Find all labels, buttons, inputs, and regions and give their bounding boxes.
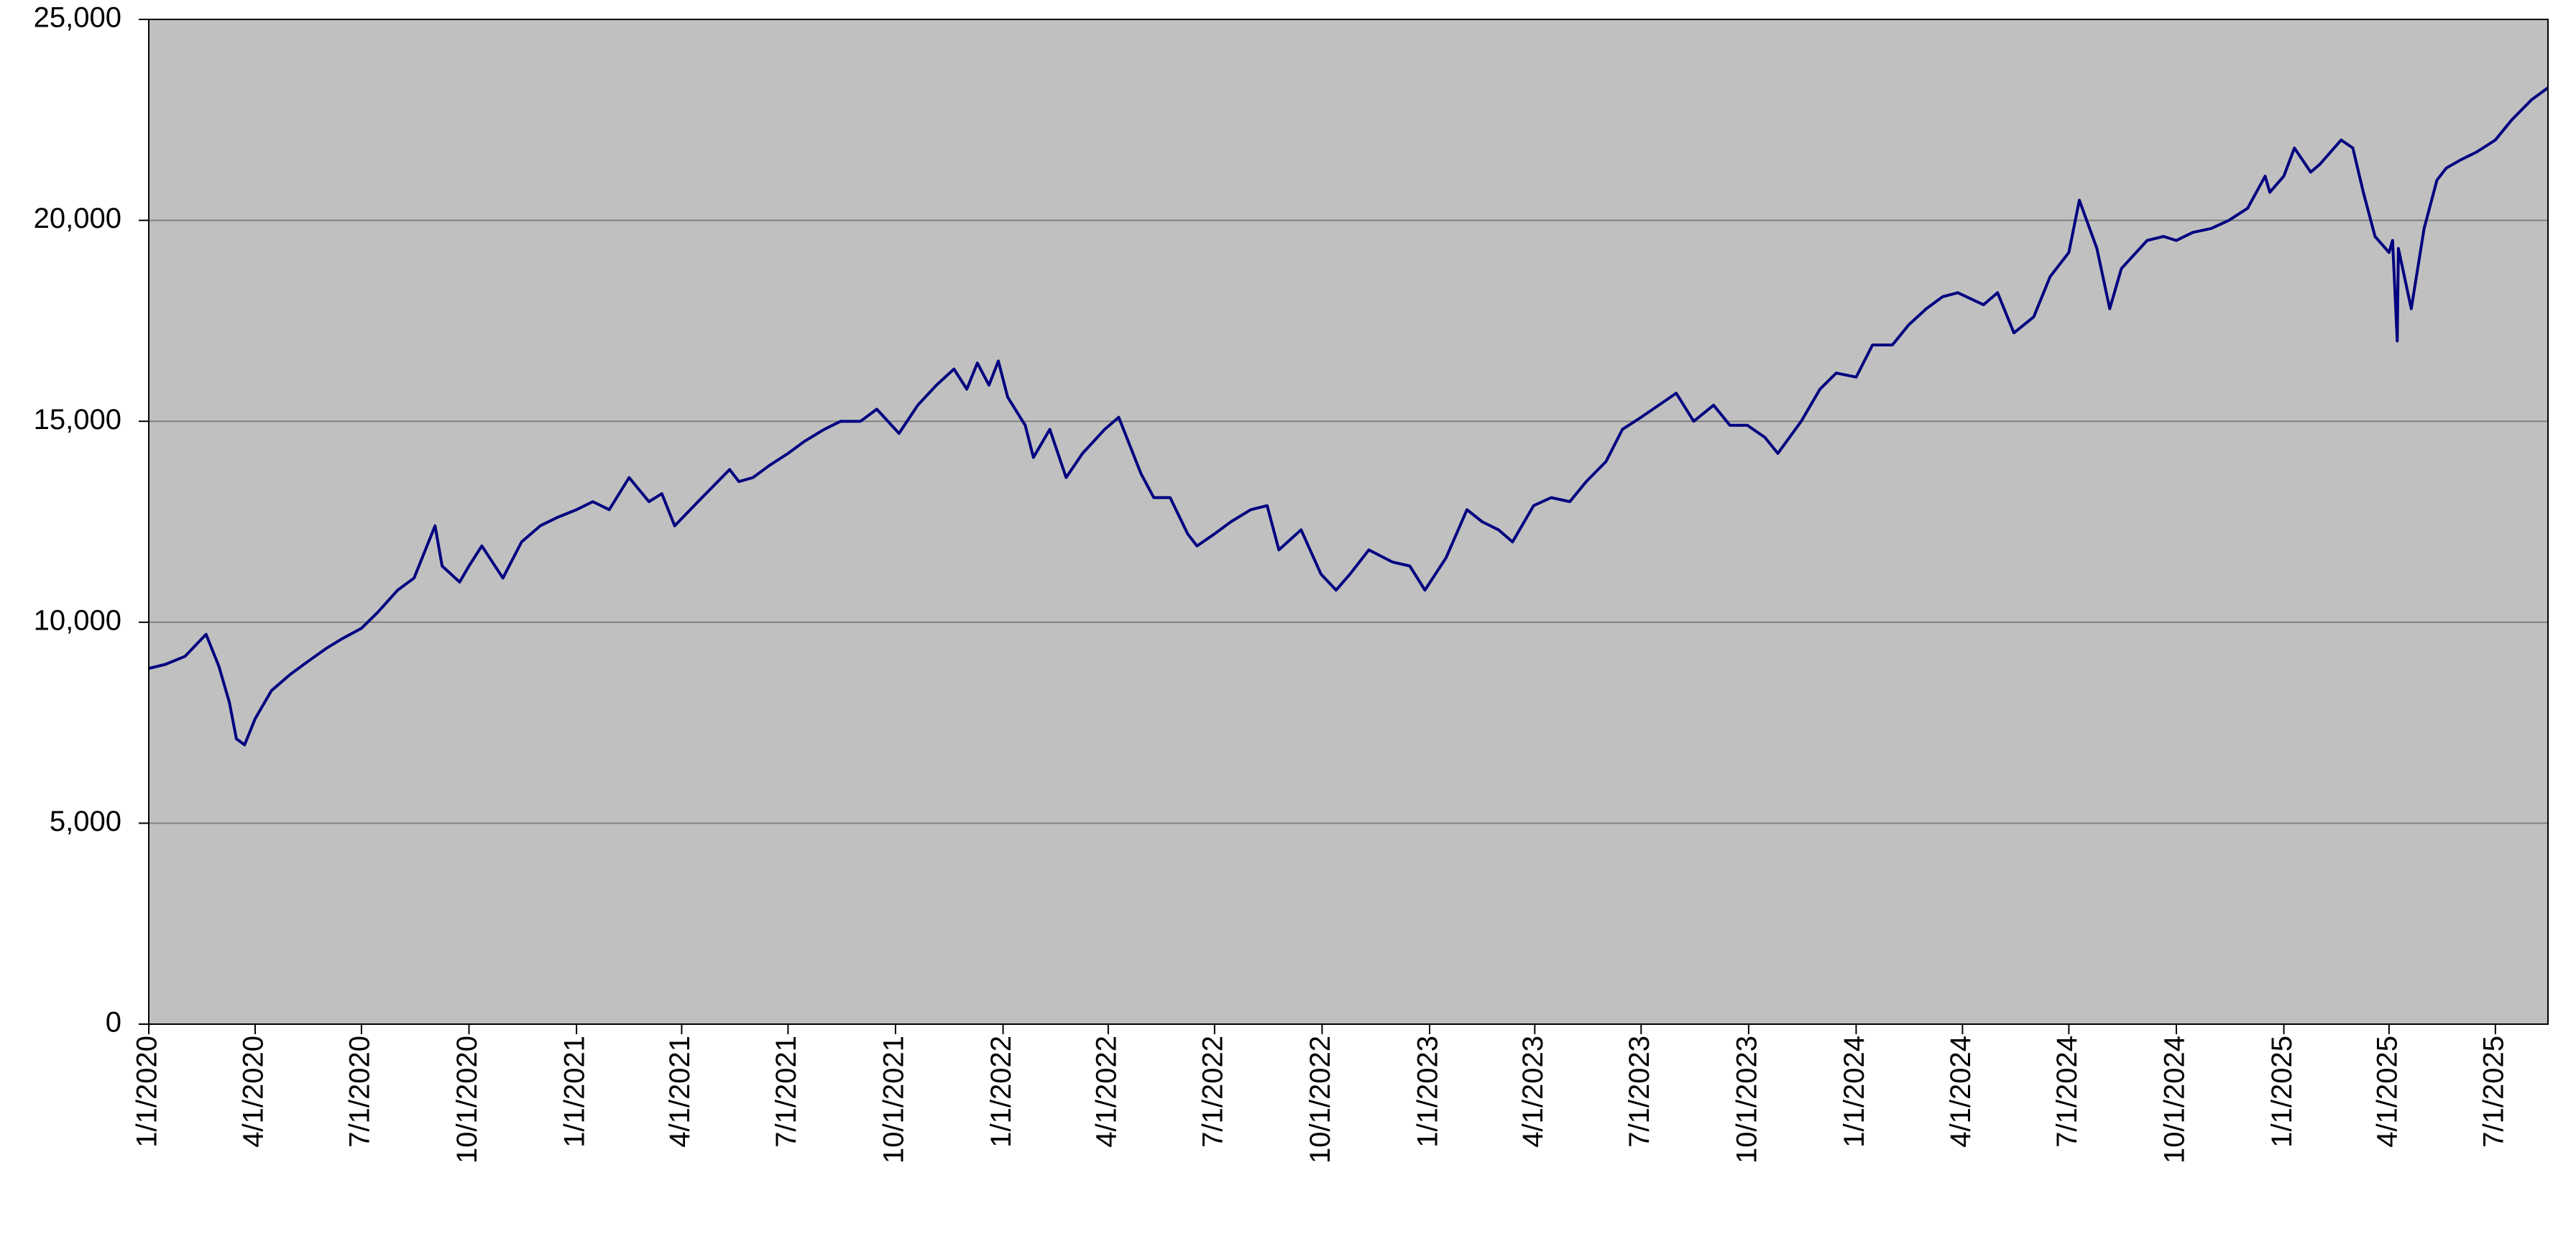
plot-border [148,19,2549,1025]
x-tick-label: 1/1/2025 [2266,1036,2298,1148]
series-line [148,86,2549,747]
x-tick-label: 1/1/2024 [1839,1036,1870,1148]
x-tick-label: 7/1/2022 [1197,1036,1228,1148]
y-axis: 0 5,000 10,000 15,000 20,000 25,000 [34,2,149,1039]
x-tick-label: 4/1/2021 [664,1036,696,1148]
x-tick-label: 10/1/2022 [1305,1036,1336,1164]
x-tick-label: 1/1/2020 [132,1036,163,1148]
x-tick-label: 1/1/2022 [985,1036,1017,1148]
x-tick-label: 7/1/2021 [770,1036,802,1148]
x-tick-label: 1/1/2023 [1412,1036,1444,1148]
series-layer [148,86,2549,747]
x-tick-label: 4/1/2024 [1945,1036,1977,1148]
x-tick-label: 4/1/2022 [1090,1036,1122,1148]
x-tick-label: 4/1/2025 [2371,1036,2403,1148]
y-tick-label: 20,000 [34,203,121,234]
x-tick-label: 10/1/2024 [2159,1036,2191,1164]
x-tick-label: 10/1/2023 [1731,1036,1762,1164]
y-tick-label: 15,000 [34,404,121,436]
x-tick-label: 1/1/2021 [559,1036,591,1148]
x-tick-label: 10/1/2020 [451,1036,483,1164]
x-tick-label: 4/1/2023 [1517,1036,1549,1148]
gridlines [149,219,2548,824]
x-tick-label: 4/1/2020 [238,1036,270,1148]
x-tick-label: 7/1/2024 [2051,1036,2083,1148]
y-tick-label: 5,000 [50,806,121,837]
x-tick-label: 10/1/2021 [878,1036,910,1164]
x-tick-label: 7/1/2025 [2478,1036,2509,1148]
x-tick-label: 7/1/2020 [344,1036,375,1148]
y-tick-label: 10,000 [34,604,121,636]
y-tick-label: 25,000 [34,2,121,34]
x-tick-label: 7/1/2023 [1624,1036,1655,1148]
x-axis: 1/1/2020 4/1/2020 7/1/2020 10/1/2020 1/1/202… [132,1024,2509,1164]
y-tick-label: 0 [106,1007,121,1039]
plot-background [149,19,2548,1024]
